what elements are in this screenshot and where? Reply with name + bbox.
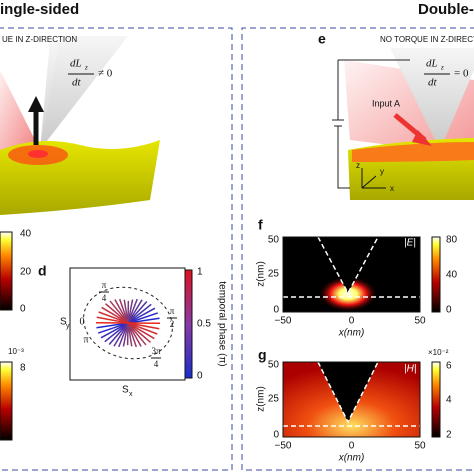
panel-e-illustration <box>332 48 474 200</box>
x-axis-label: x(nm) <box>338 453 365 464</box>
tick-label: 2 <box>446 430 452 441</box>
plot-frame <box>282 361 421 438</box>
panel-label: d <box>38 263 47 279</box>
axis-z: z <box>356 161 360 170</box>
y-tick-label: 0 <box>273 430 279 441</box>
axis-x: x <box>390 184 394 193</box>
x-axis-label: x(nm) <box>338 328 365 339</box>
exponent: 10⁻³ <box>8 347 24 356</box>
header-left: ingle-sided <box>0 1 79 18</box>
x-tick-label: 50 <box>414 441 426 452</box>
input-label: Input A <box>372 98 400 108</box>
panel-e-equation: dL z dt = 0 <box>424 58 469 89</box>
tick-label: 0 <box>197 371 203 382</box>
y-axis-label: z(nm) <box>256 386 267 412</box>
axis-y: y <box>380 167 384 176</box>
phase-denominator: 4 <box>154 359 159 369</box>
phase-numerator: π <box>170 306 175 316</box>
x-tick-label: −50 <box>275 316 292 327</box>
x-tick-label: 0 <box>349 441 355 452</box>
panel-label: e <box>318 31 326 47</box>
phase-numerator: 3π <box>151 346 161 356</box>
eq-num: dL <box>70 58 82 70</box>
phase-denominator: 4 <box>102 293 107 303</box>
colorbar <box>0 231 13 311</box>
exponent: ×10⁻² <box>428 348 449 357</box>
y-label: S <box>60 317 67 328</box>
tick-label: 4 <box>446 395 452 406</box>
tick-label: 0 <box>20 304 26 315</box>
y-axis-label: z(nm) <box>256 261 267 287</box>
panel-a-illustration <box>0 36 160 215</box>
plot-title: |H| <box>404 364 416 375</box>
panel-a-equation: dL z dt ≠ 0 <box>68 58 113 89</box>
field-spot <box>318 276 378 312</box>
ellipse-path <box>83 286 173 360</box>
phase-label: 0 <box>80 316 85 327</box>
tick-label: 20 <box>20 267 32 278</box>
x-tick-label: −50 <box>275 441 292 452</box>
tick-label: 6 <box>446 361 452 372</box>
panel-label: g <box>258 347 267 363</box>
y-tick-label: 50 <box>268 235 280 246</box>
eq-num: dL <box>426 58 438 70</box>
eq-den: dt <box>72 77 82 89</box>
colorbar <box>431 236 441 313</box>
tick-label: 40 <box>446 270 458 281</box>
eq-sub: z <box>84 64 88 72</box>
box-frames <box>0 27 474 471</box>
plot-frame <box>282 236 421 313</box>
phase-numerator: π <box>102 280 107 290</box>
tick-label: 1 <box>197 267 203 278</box>
colorbar <box>184 269 193 379</box>
guide-lines <box>283 361 420 427</box>
phase-label: π <box>83 334 88 345</box>
polarization-lines <box>95 298 161 348</box>
eq-den: dt <box>428 77 438 89</box>
x-label-sub: x <box>129 391 133 398</box>
y-tick-label: 0 <box>273 305 279 316</box>
colorbar <box>431 361 441 438</box>
colorbar <box>0 361 13 441</box>
y-label-sub: y <box>66 323 70 330</box>
panel-e-note: NO TORQUE IN Z-DIRECTION <box>380 35 474 44</box>
tick-label: 80 <box>446 235 458 246</box>
phase-denominator: 2 <box>170 319 175 329</box>
tick-label: 8 <box>20 363 26 374</box>
tick-label: 0.5 <box>197 319 211 330</box>
phase-labels: π 4 π 2 3π 4 0 π <box>80 280 177 369</box>
panel-label: f <box>258 217 263 233</box>
x-label: S <box>122 385 129 396</box>
y-tick-label: 25 <box>268 269 280 280</box>
y-tick-label: 50 <box>268 360 280 371</box>
x-tick-label: 0 <box>349 316 355 327</box>
y-tick-label: 25 <box>268 394 280 405</box>
plot-title: |E| <box>404 238 416 249</box>
eq-sub: z <box>440 64 444 72</box>
guide-lines <box>283 236 420 298</box>
eq-rel: = 0 <box>454 68 469 80</box>
tick-label: 0 <box>446 305 452 316</box>
tick-label: 40 <box>20 229 32 240</box>
colorbar-label: temporal phase (π) <box>216 281 227 366</box>
eq-rel: ≠ 0 <box>98 68 113 80</box>
x-tick-label: 50 <box>414 316 426 327</box>
header-right: Double-s <box>418 1 474 18</box>
panel-a-note: UE IN Z-DIRECTION <box>2 35 77 44</box>
